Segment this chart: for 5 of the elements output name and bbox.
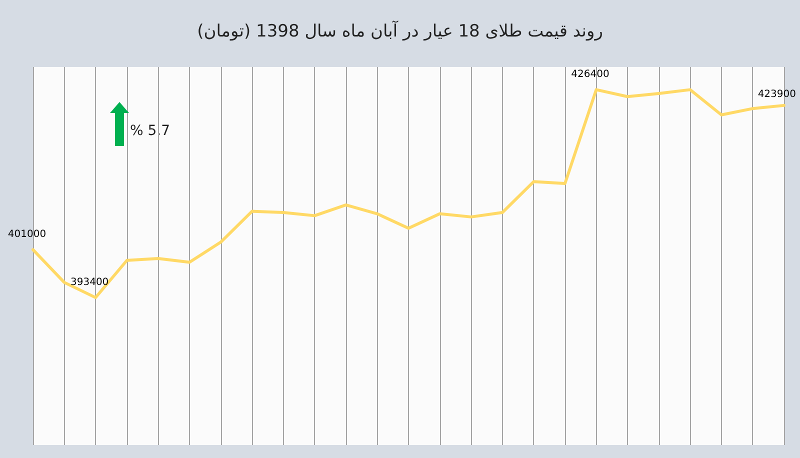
data-label: 423900 — [758, 88, 796, 100]
chart-title: روند قیمت طلای 18 عیار در آبان ماه سال 1398 (تومان) — [197, 20, 603, 42]
data-label: 401000 — [8, 229, 46, 240]
annotation: % 5.7 — [130, 123, 170, 139]
data-label: 426400 — [571, 69, 610, 80]
